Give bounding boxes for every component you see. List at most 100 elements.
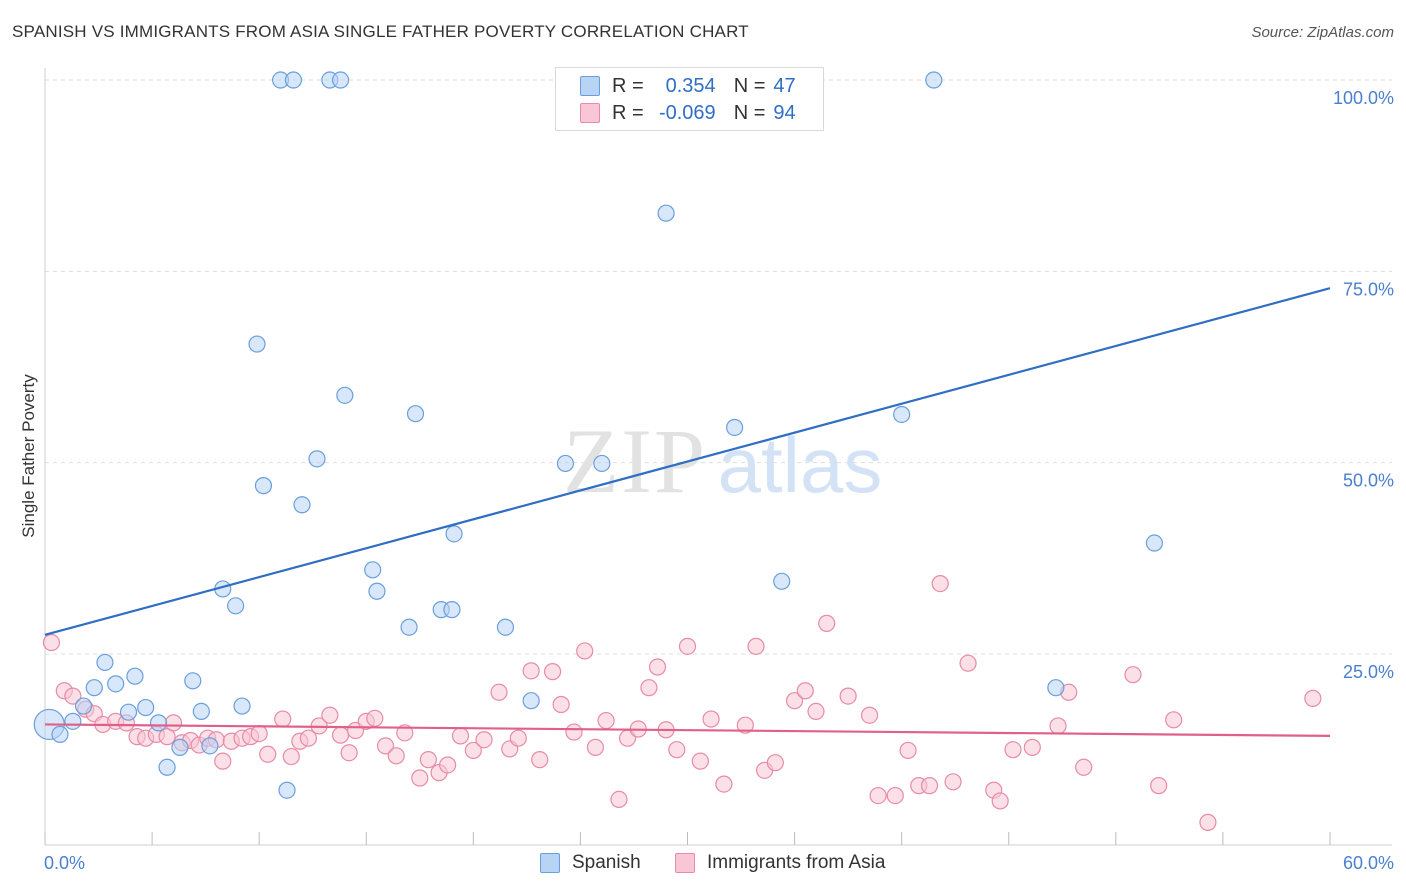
- asia-point: [886, 786, 904, 805]
- asia-point: [597, 711, 615, 730]
- asia-point: [807, 702, 825, 721]
- asia-point: [869, 786, 887, 805]
- asia-point: [747, 637, 765, 655]
- trend-lines: [44, 287, 1331, 737]
- x-tick-label: 0.0%: [44, 853, 85, 873]
- asia-point: [796, 682, 814, 700]
- legend-r-value: 0.354: [665, 74, 716, 97]
- asia-point: [340, 744, 358, 762]
- asia-point: [274, 710, 292, 728]
- spanish-point: [149, 714, 168, 732]
- spanish-point: [331, 71, 350, 89]
- asia-point: [736, 716, 754, 734]
- spanish-point: [400, 618, 418, 636]
- asia-point: [164, 714, 183, 732]
- asia-point: [259, 745, 277, 763]
- legend-row-spanish: R = 0.354 N = 47: [580, 73, 796, 99]
- grid-layer: [45, 79, 1392, 655]
- legend-swatch-spanish: [580, 76, 600, 96]
- spanish-point: [925, 71, 943, 89]
- legend-n-label: N =: [733, 74, 766, 97]
- chart-title: SPANISH VS IMMIGRANTS FROM ASIA SINGLE F…: [12, 22, 749, 41]
- asia-point: [552, 695, 570, 714]
- asia-point: [543, 663, 562, 681]
- spanish-point: [1145, 534, 1163, 552]
- spanish-point: [51, 725, 69, 743]
- legend-item-spanish[interactable]: Spanish: [540, 852, 641, 874]
- asia-point: [931, 574, 949, 593]
- asia-point: [899, 741, 917, 760]
- asia-point: [920, 777, 939, 795]
- asia-point: [475, 731, 493, 749]
- asia-point: [250, 724, 268, 743]
- spanish-point: [284, 71, 303, 89]
- asia-point: [396, 724, 414, 742]
- y-tick-label: 100.0%: [1333, 88, 1394, 108]
- asia-point: [282, 747, 300, 766]
- legend-swatch-spanish: [540, 853, 560, 873]
- x-tick-label: 60.0%: [1343, 853, 1394, 873]
- asia-point: [1304, 689, 1322, 707]
- asia-point: [1165, 711, 1183, 729]
- spanish-trend-line: [44, 287, 1331, 636]
- legend-swatch-asia: [580, 103, 600, 123]
- asia-point: [766, 754, 784, 772]
- correlation-legend: R = 0.354 N = 47 R = -0.069 N = 94: [555, 67, 824, 131]
- y-tick-label: 50.0%: [1343, 471, 1394, 491]
- asia-point: [321, 706, 339, 724]
- legend-item-asia[interactable]: Immigrants from Asia: [675, 852, 885, 874]
- spanish-point: [496, 618, 515, 636]
- spanish-point: [201, 737, 219, 755]
- asia-point: [944, 773, 962, 791]
- watermark-atlas: atlas: [718, 421, 883, 509]
- asia-point: [490, 683, 508, 701]
- asia-point: [818, 614, 836, 632]
- y-tick-label: 75.0%: [1343, 279, 1394, 299]
- asia-point: [586, 738, 605, 756]
- asia-point: [42, 633, 61, 652]
- asia-point: [565, 723, 583, 741]
- asia-point: [522, 662, 540, 680]
- asia-point: [648, 658, 667, 676]
- spanish-point: [96, 653, 114, 672]
- asia-point: [640, 679, 658, 697]
- legend-n-value: 94: [773, 101, 796, 124]
- spanish-point: [445, 525, 463, 543]
- asia-point: [576, 642, 594, 660]
- series-legend: Spanish Immigrants from Asia: [0, 852, 1406, 878]
- asia-point: [451, 727, 470, 745]
- spanish-point: [171, 738, 189, 756]
- asia-point: [509, 729, 527, 747]
- spanish-point: [308, 450, 326, 468]
- legend-label-spanish: Spanish: [572, 852, 641, 873]
- asia-point: [1004, 741, 1022, 759]
- legend-swatch-asia: [675, 853, 695, 873]
- spanish-point: [443, 601, 461, 619]
- legend-n-value: 47: [773, 74, 796, 97]
- asia-point: [366, 709, 384, 727]
- spanish-point: [364, 561, 382, 579]
- asia-point: [214, 752, 232, 770]
- asia-point: [678, 637, 697, 655]
- spanish-point: [1047, 679, 1065, 697]
- spanish-point: [137, 698, 155, 717]
- legend-r-label: R =: [612, 101, 644, 124]
- legend-r-value: -0.069: [658, 101, 716, 124]
- asia-point: [439, 756, 457, 774]
- asia-point: [376, 737, 395, 755]
- watermark-zip: ZIP: [563, 410, 707, 512]
- asia-point: [1023, 738, 1041, 756]
- asia-point: [158, 728, 176, 746]
- asia-point: [702, 710, 720, 728]
- asia-point: [610, 790, 628, 809]
- legend-n-label: N =: [733, 101, 766, 124]
- asia-point: [785, 692, 804, 710]
- asia-point: [991, 792, 1009, 810]
- asia-point: [531, 751, 549, 769]
- spanish-point: [126, 667, 144, 685]
- spanish-point: [893, 405, 911, 424]
- spanish-point: [227, 597, 245, 615]
- spanish-point: [368, 582, 386, 600]
- spanish-point: [233, 697, 251, 715]
- spanish-point: [593, 454, 611, 473]
